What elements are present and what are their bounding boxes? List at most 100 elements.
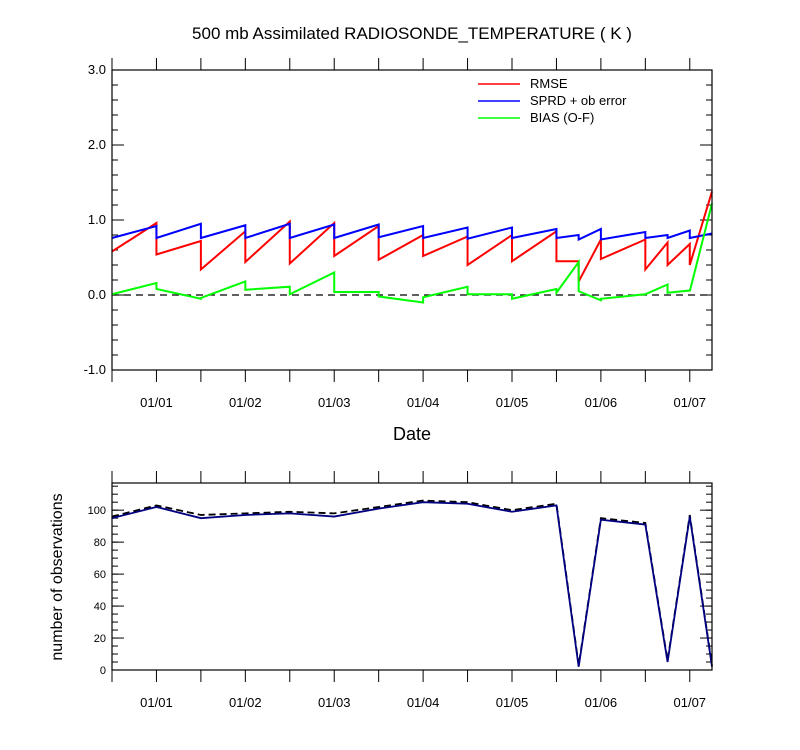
chart-title: 500 mb Assimilated RADIOSONDE_TEMPERATUR… — [192, 24, 632, 43]
data-point-rmse — [289, 221, 290, 222]
data-point-used — [667, 661, 668, 662]
data-point-used — [378, 508, 379, 509]
data-point-rmse — [689, 243, 690, 244]
data-point-used — [600, 519, 601, 520]
legend-label-bias: BIAS (O-F) — [530, 110, 594, 125]
stats-xtick-label: 01/02 — [229, 395, 262, 410]
data-point-used — [645, 524, 646, 525]
data-point-sprd-ob-error — [156, 225, 157, 226]
data-point-rmse — [334, 255, 335, 256]
stats-ytick-label: 1.0 — [88, 212, 106, 227]
data-point-bias-o-f — [289, 286, 290, 287]
stats-xtick-label: 01/07 — [674, 395, 707, 410]
count-panel: 0 20 40 60 80 100 01/01 01/02 01/03 01/04 01/05 01/… — [88, 471, 713, 710]
data-point-rmse — [511, 261, 512, 262]
count-xtick-label: 01/01 — [140, 695, 173, 710]
stats-ytick-label: 3.0 — [88, 62, 106, 77]
data-point-sprd-ob-error — [156, 237, 157, 238]
data-point-possible — [334, 513, 335, 514]
data-point-sprd-ob-error — [423, 237, 424, 238]
data-point-bias-o-f — [378, 291, 379, 292]
data-point-rmse — [600, 258, 601, 259]
count-xtick-label: 01/03 — [318, 695, 351, 710]
data-point-used — [200, 518, 201, 519]
data-point-rmse — [156, 254, 157, 255]
data-point-used — [245, 514, 246, 515]
data-point-sprd-ob-error — [334, 237, 335, 238]
data-point-sprd-ob-error — [645, 237, 646, 238]
stats-xtick-label: 01/01 — [140, 395, 173, 410]
data-point-bias-o-f — [667, 284, 668, 285]
data-point-bias-o-f — [600, 300, 601, 301]
count-xtick-label: 01/04 — [407, 695, 440, 710]
stats-ytick-label: 0.0 — [88, 287, 106, 302]
count-xtick-label: 01/02 — [229, 695, 262, 710]
data-point-rmse — [556, 261, 557, 262]
data-point-used — [289, 513, 290, 514]
data-point-possible — [200, 514, 201, 515]
data-point-sprd-ob-error — [200, 237, 201, 238]
data-point-possible — [600, 518, 601, 519]
data-point-bias-o-f — [378, 296, 379, 297]
stats-ytick-label: 2.0 — [88, 137, 106, 152]
legend: RMSE SPRD + ob error BIAS (O-F) — [478, 76, 627, 125]
data-point-sprd-ob-error — [600, 239, 601, 240]
data-point-used — [689, 516, 690, 517]
series-line-bias-o-f — [111, 203, 713, 304]
data-point-rmse — [667, 264, 668, 265]
data-point-possible — [511, 510, 512, 511]
count-y-axis-label: number of observations — [49, 493, 66, 660]
legend-label-sprd: SPRD + ob error — [530, 93, 627, 108]
count-ytick-label: 40 — [94, 601, 106, 613]
data-point-sprd-ob-error — [289, 237, 290, 238]
count-xtick-label: 01/05 — [496, 695, 529, 710]
data-point-used — [467, 503, 468, 504]
data-point-possible — [378, 506, 379, 507]
data-point-bias-o-f — [556, 292, 557, 293]
data-point-possible — [645, 522, 646, 523]
data-point-possible — [423, 500, 424, 501]
data-point-sprd-ob-error — [511, 237, 512, 238]
data-point-sprd-ob-error — [467, 238, 468, 239]
data-point-rmse — [156, 222, 157, 223]
data-point-sprd-ob-error — [245, 225, 246, 226]
data-point-bias-o-f — [423, 302, 424, 303]
stats-plot-frame — [111, 69, 713, 371]
data-point-rmse — [645, 239, 646, 240]
data-point-bias-o-f — [289, 294, 290, 295]
data-point-bias-o-f — [511, 298, 512, 299]
data-point-used — [556, 505, 557, 506]
data-point-rmse — [378, 259, 379, 260]
data-point-used — [511, 511, 512, 512]
data-point-sprd-ob-error — [423, 225, 424, 226]
data-point-bias-o-f — [578, 261, 579, 262]
data-point-possible — [156, 505, 157, 506]
count-ytick-label: 80 — [94, 537, 106, 549]
data-point-sprd-ob-error — [667, 237, 668, 238]
data-point-rmse — [667, 242, 668, 243]
data-point-sprd-ob-error — [556, 237, 557, 238]
data-point-sprd-ob-error — [378, 237, 379, 238]
data-point-sprd-ob-error — [645, 231, 646, 232]
data-point-sprd-ob-error — [578, 239, 579, 240]
data-point-sprd-ob-error — [378, 224, 379, 225]
stats-ytick-label: -1.0 — [84, 362, 106, 377]
data-point-used — [156, 506, 157, 507]
count-xtick-label: 01/06 — [585, 695, 618, 710]
data-point-possible — [289, 511, 290, 512]
series-line-used — [111, 501, 713, 667]
count-ytick-label: 0 — [100, 665, 106, 677]
data-point-rmse — [200, 269, 201, 270]
data-point-used — [423, 502, 424, 503]
x-axis-label: Date — [393, 424, 431, 444]
data-point-rmse — [423, 255, 424, 256]
count-ytick-label: 100 — [88, 505, 106, 517]
series-line-sprd-ob-error — [111, 222, 713, 242]
data-point-possible — [245, 513, 246, 514]
data-point-bias-o-f — [645, 294, 646, 295]
count-ytick-label: 60 — [94, 569, 106, 581]
data-point-used — [334, 516, 335, 517]
count-xtick-label: 01/07 — [674, 695, 707, 710]
data-point-sprd-ob-error — [467, 227, 468, 228]
